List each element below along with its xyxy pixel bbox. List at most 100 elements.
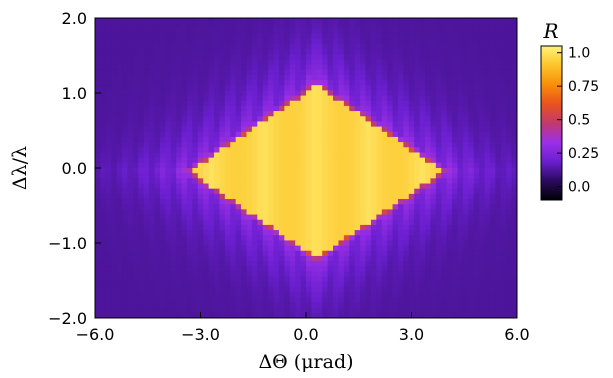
- heatmap-cell: [289, 292, 296, 298]
- heatmap-cell: [397, 111, 404, 117]
- heatmap-cell: [360, 178, 367, 185]
- heatmap-cell: [300, 307, 307, 314]
- heatmap-cell: [333, 157, 340, 164]
- heatmap-cell: [289, 271, 296, 278]
- heatmap-cell: [132, 286, 139, 293]
- heatmap-cell: [430, 28, 437, 35]
- heatmap-cell: [452, 80, 459, 86]
- heatmap-cell: [251, 276, 258, 283]
- heatmap-cell: [392, 292, 399, 298]
- heatmap-cell: [441, 152, 448, 159]
- heatmap-cell: [484, 54, 491, 60]
- heatmap-cell: [219, 173, 226, 179]
- heatmap-cell: [197, 173, 204, 179]
- heatmap-cell: [149, 33, 156, 40]
- heatmap-cell: [327, 276, 334, 283]
- heatmap-cell: [457, 219, 464, 226]
- heatmap-cell: [284, 178, 291, 185]
- heatmap-cell: [268, 281, 275, 288]
- heatmap-cell: [365, 276, 372, 283]
- heatmap-cell: [489, 261, 496, 267]
- heatmap-cell: [414, 18, 421, 24]
- heatmap-cell: [506, 69, 513, 76]
- heatmap-cell: [387, 33, 394, 40]
- heatmap-cell: [306, 18, 313, 24]
- heatmap-cell: [311, 307, 318, 314]
- heatmap-cell: [392, 219, 399, 226]
- heatmap-cell: [349, 100, 356, 107]
- heatmap-cell: [457, 292, 464, 298]
- heatmap-cell: [462, 54, 469, 60]
- heatmap-cell: [251, 199, 258, 205]
- heatmap-cell: [138, 157, 145, 164]
- heatmap-cell: [479, 209, 486, 216]
- heatmap-cell: [387, 281, 394, 288]
- heatmap-cell: [511, 245, 517, 252]
- heatmap-cell: [143, 59, 150, 66]
- heatmap-cell: [192, 281, 199, 288]
- heatmap-cell: [143, 230, 150, 236]
- heatmap-cell: [306, 224, 313, 231]
- heatmap-cell: [370, 38, 377, 45]
- heatmap-cell: [387, 188, 394, 195]
- heatmap-cell: [403, 183, 410, 190]
- heatmap-cell: [170, 250, 177, 257]
- heatmap-cell: [241, 281, 248, 288]
- heatmap-cell: [181, 49, 188, 55]
- heatmap-cell: [214, 224, 221, 231]
- heatmap-cell: [295, 28, 302, 35]
- heatmap-cell: [219, 245, 226, 252]
- heatmap-cell: [251, 95, 258, 102]
- heatmap-cell: [500, 64, 507, 71]
- heatmap-cell: [176, 157, 183, 164]
- heatmap-cell: [116, 266, 123, 273]
- heatmap-cell: [408, 105, 415, 112]
- heatmap-cell: [425, 255, 432, 262]
- heatmap-cell: [246, 43, 253, 50]
- heatmap-cell: [149, 209, 156, 216]
- heatmap-cell: [284, 64, 291, 71]
- heatmap-cell: [219, 250, 226, 257]
- heatmap-cell: [511, 162, 517, 169]
- heatmap-cell: [484, 147, 491, 154]
- heatmap-cell: [397, 312, 404, 318]
- heatmap-cell: [484, 95, 491, 102]
- heatmap-cell: [219, 43, 226, 50]
- heatmap-cell: [365, 281, 372, 288]
- heatmap-cell: [452, 214, 459, 221]
- heatmap-cell: [441, 162, 448, 169]
- heatmap-cell: [262, 307, 269, 314]
- heatmap-cell: [268, 28, 275, 35]
- heatmap-cell: [138, 224, 145, 231]
- heatmap-cell: [462, 147, 469, 154]
- heatmap-cell: [338, 90, 345, 97]
- heatmap-cell: [241, 178, 248, 185]
- heatmap-cell: [419, 292, 426, 298]
- heatmap-cell: [132, 49, 139, 55]
- heatmap-cell: [387, 152, 394, 159]
- heatmap-cell: [116, 173, 123, 179]
- heatmap-cell: [176, 136, 183, 143]
- heatmap-cell: [457, 230, 464, 236]
- heatmap-cell: [392, 297, 399, 304]
- heatmap-cell: [354, 292, 361, 298]
- heatmap-cell: [495, 152, 502, 159]
- heatmap-cell: [381, 255, 388, 262]
- heatmap-cell: [105, 28, 112, 35]
- heatmap-cell: [327, 312, 334, 318]
- heatmap-cell: [138, 95, 145, 102]
- heatmap-cell: [154, 131, 161, 138]
- heatmap-cell: [495, 85, 502, 92]
- heatmap-cell: [425, 286, 432, 293]
- heatmap-cell: [235, 292, 242, 298]
- heatmap-cell: [219, 261, 226, 267]
- heatmap-cell: [392, 250, 399, 257]
- heatmap-cell: [435, 18, 442, 24]
- heatmap-cell: [127, 261, 134, 267]
- heatmap-cell: [149, 111, 156, 117]
- heatmap-cell: [370, 64, 377, 71]
- heatmap-cell: [468, 230, 475, 236]
- heatmap-cell: [132, 219, 139, 226]
- heatmap-cell: [262, 142, 269, 148]
- heatmap-cell: [462, 38, 469, 45]
